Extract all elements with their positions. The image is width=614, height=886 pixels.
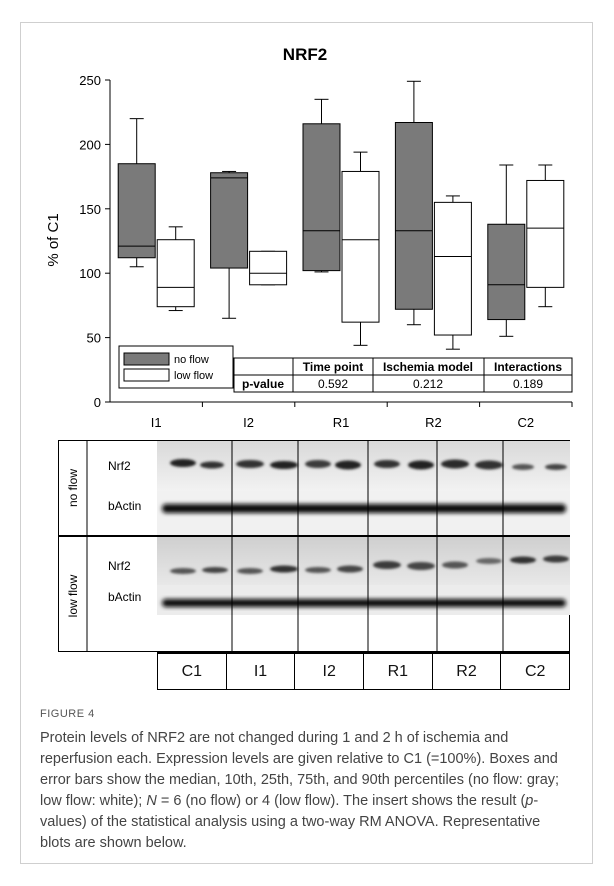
axes: 0 50 100 150 200 250 I1 I2 R1 R2 C2 bbox=[79, 73, 573, 430]
blot-lane-dividers bbox=[231, 440, 504, 652]
x-tick-label: R2 bbox=[425, 415, 442, 430]
box-c2-low-flow bbox=[526, 164, 565, 308]
iqr-box bbox=[249, 250, 288, 286]
box-r2-no-flow bbox=[394, 80, 433, 326]
legend: no flow low flow bbox=[118, 345, 234, 389]
stats-value-time-point: 0.592 bbox=[318, 377, 348, 391]
stats-header-ischemia-model: Ischemia model bbox=[383, 360, 473, 374]
y-tick-label: 250 bbox=[79, 73, 101, 88]
caption-n-symbol: N bbox=[146, 793, 157, 809]
blot-group-label-low-flow: low flow bbox=[66, 574, 80, 617]
iqr-box bbox=[526, 179, 565, 288]
box-i1-no-flow bbox=[117, 118, 156, 268]
lane-label: C1 bbox=[158, 654, 227, 689]
stats-header-interactions: Interactions bbox=[494, 360, 562, 374]
chart-title: NRF2 bbox=[283, 45, 327, 64]
caption-text-2: = 6 (no flow) or 4 (low flow). The inser… bbox=[156, 793, 526, 809]
boxes bbox=[117, 80, 565, 350]
y-axis-label: % of C1 bbox=[45, 213, 62, 266]
y-tick-label: 100 bbox=[79, 266, 101, 281]
legend-label-no-flow: no flow bbox=[174, 354, 209, 366]
lane-label: C2 bbox=[524, 662, 546, 680]
western-blot: no flow low flow Nrf2 bActin Nrf2 bActin bbox=[58, 440, 570, 652]
iqr-box bbox=[302, 123, 341, 272]
stats-row-label: p-value bbox=[242, 377, 284, 391]
x-tick-label: C2 bbox=[517, 415, 534, 430]
box-r1-low-flow bbox=[341, 151, 380, 346]
caption-p-symbol: p bbox=[525, 793, 534, 809]
box-c2-no-flow bbox=[487, 164, 526, 337]
x-tick-label: I1 bbox=[151, 415, 162, 430]
iqr-box bbox=[394, 122, 433, 310]
box-plot-chart: NRF2 % of C1 0 50 100 150 200 250 I1 I2 R1 R2 C2 n… bbox=[45, 45, 573, 430]
x-tick-label: R1 bbox=[333, 415, 350, 430]
lane-label: R1 bbox=[364, 654, 433, 689]
x-tick-label: I2 bbox=[243, 415, 254, 430]
blot-protein-nrf2-no-flow: Nrf2 bbox=[108, 459, 131, 473]
box-r1-no-flow bbox=[302, 98, 341, 273]
blot-protein-bactin-low-flow: bActin bbox=[108, 590, 141, 604]
legend-label-low-flow: low flow bbox=[174, 370, 213, 382]
y-tick-label: 50 bbox=[87, 331, 101, 346]
iqr-box bbox=[487, 223, 526, 321]
box-i2-no-flow bbox=[210, 170, 249, 319]
blot-group-label-no-flow: no flow bbox=[66, 469, 80, 507]
iqr-box bbox=[341, 170, 380, 323]
figure-caption: Protein levels of NRF2 are not changed d… bbox=[40, 728, 570, 854]
caption-text-3: -values) of the statistical analysis usi… bbox=[40, 793, 541, 851]
figure-frame bbox=[20, 22, 593, 864]
legend-swatch-no-flow bbox=[123, 352, 170, 366]
y-tick-label: 200 bbox=[79, 137, 101, 152]
lane-label: I2 bbox=[295, 654, 365, 689]
stats-value-ischemia-model: 0.212 bbox=[413, 377, 443, 391]
y-tick-label: 150 bbox=[79, 202, 101, 217]
blot-image-no-flow bbox=[157, 441, 570, 535]
box-r2-low-flow bbox=[433, 195, 472, 350]
caption-text-1: Protein levels of NRF2 are not changed d… bbox=[40, 730, 560, 809]
iqr-box bbox=[117, 163, 156, 259]
iqr-box bbox=[210, 172, 249, 269]
figure-label: FIGURE 4 bbox=[40, 708, 95, 720]
iqr-box bbox=[433, 201, 472, 336]
iqr-box bbox=[156, 239, 195, 308]
stats-value-interactions: 0.189 bbox=[513, 377, 543, 391]
legend-swatch-low-flow bbox=[123, 368, 170, 382]
blot-lane-labels: C1 I1 I2 R1 R2 C2 bbox=[157, 652, 570, 690]
lane-label: I1 bbox=[227, 654, 296, 689]
box-i1-low-flow bbox=[156, 226, 195, 312]
box-i2-low-flow bbox=[249, 250, 288, 286]
stats-header-time-point: Time point bbox=[303, 360, 363, 374]
blot-protein-bactin-no-flow: bActin bbox=[108, 499, 141, 513]
stats-table: p-value Time point Ischemia model Intera… bbox=[233, 357, 573, 393]
blot-image-low-flow bbox=[157, 537, 570, 615]
blot-protein-nrf2-low-flow: Nrf2 bbox=[108, 559, 131, 573]
lane-label: R2 bbox=[433, 654, 502, 689]
y-tick-label: 0 bbox=[94, 395, 101, 410]
